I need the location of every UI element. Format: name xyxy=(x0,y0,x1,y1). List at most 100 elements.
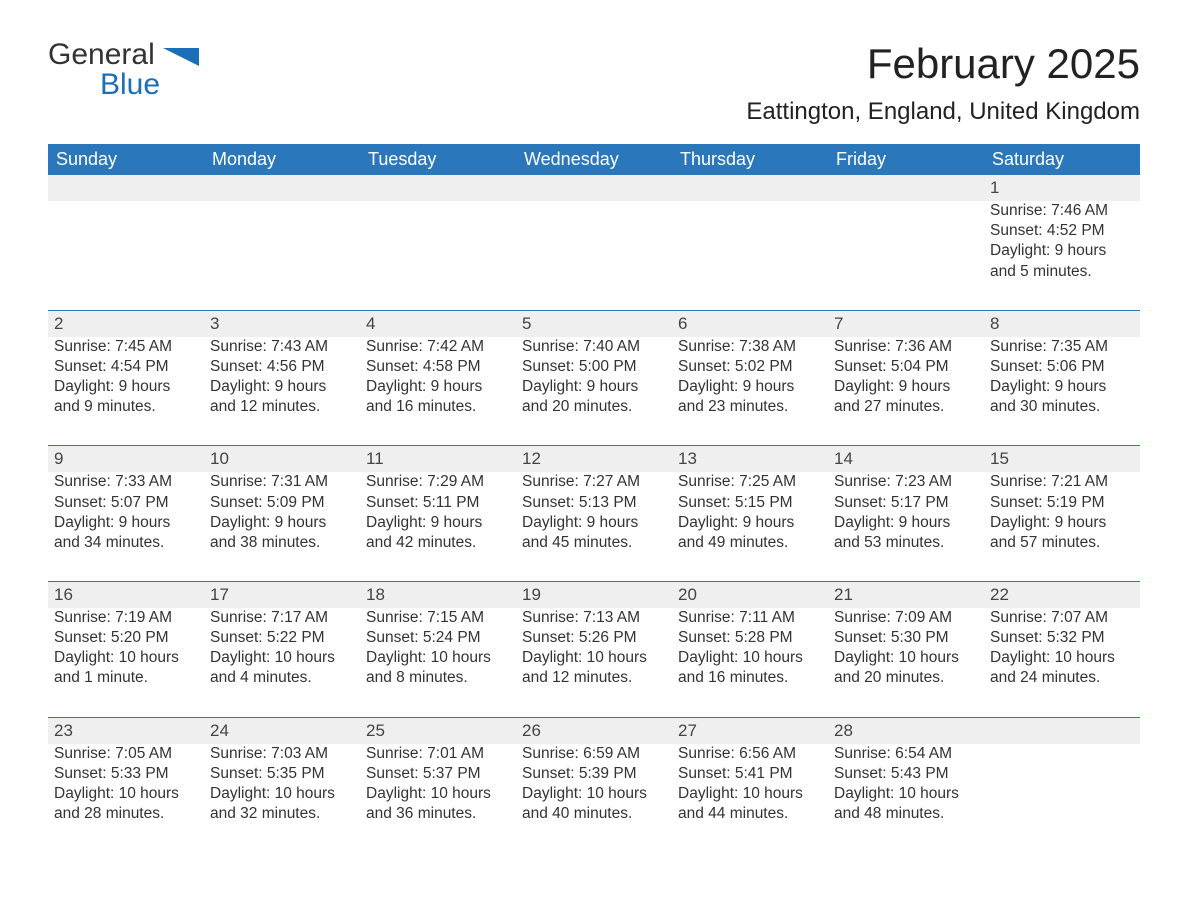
day-number-cell: 4 xyxy=(360,310,516,337)
sunset-text: Sunset: 5:32 PM xyxy=(990,628,1134,648)
weekday-header: Wednesday xyxy=(516,144,672,175)
day-number-cell xyxy=(828,175,984,201)
daylight-text: and 8 minutes. xyxy=(366,668,510,688)
day-number-cell: 20 xyxy=(672,581,828,608)
day-number-cell: 1 xyxy=(984,175,1140,201)
sunrise-text: Sunrise: 7:07 AM xyxy=(990,608,1134,628)
daylight-text: Daylight: 9 hours xyxy=(990,513,1134,533)
sunset-text: Sunset: 5:17 PM xyxy=(834,493,978,513)
sunset-text: Sunset: 5:19 PM xyxy=(990,493,1134,513)
day-content-cell: Sunrise: 7:17 AMSunset: 5:22 PMDaylight:… xyxy=(204,608,360,717)
sunset-text: Sunset: 5:33 PM xyxy=(54,764,198,784)
day-number: 4 xyxy=(366,314,375,333)
logo: General Blue xyxy=(48,40,199,100)
day-number-cell: 7 xyxy=(828,310,984,337)
day-number: 1 xyxy=(990,178,999,197)
day-content-cell: Sunrise: 7:40 AMSunset: 5:00 PMDaylight:… xyxy=(516,337,672,446)
day-content-cell: Sunrise: 7:27 AMSunset: 5:13 PMDaylight:… xyxy=(516,472,672,581)
day-content-cell xyxy=(48,201,204,310)
day-number-cell: 28 xyxy=(828,717,984,744)
day-number-cell xyxy=(672,175,828,201)
day-number: 14 xyxy=(834,449,853,468)
daylight-text: Daylight: 10 hours xyxy=(522,648,666,668)
sunrise-text: Sunrise: 7:27 AM xyxy=(522,472,666,492)
daylight-text: Daylight: 10 hours xyxy=(54,784,198,804)
daylight-text: Daylight: 10 hours xyxy=(522,784,666,804)
day-number-cell: 14 xyxy=(828,446,984,473)
calendar-table: SundayMondayTuesdayWednesdayThursdayFrid… xyxy=(48,144,1140,852)
sunrise-text: Sunrise: 7:01 AM xyxy=(366,744,510,764)
daylight-text: Daylight: 10 hours xyxy=(678,648,822,668)
logo-text: General Blue xyxy=(48,40,199,100)
month-title: February 2025 xyxy=(746,40,1140,88)
daylight-text: Daylight: 9 hours xyxy=(210,377,354,397)
sunset-text: Sunset: 5:43 PM xyxy=(834,764,978,784)
day-number-cell: 12 xyxy=(516,446,672,473)
day-number: 15 xyxy=(990,449,1009,468)
day-content-cell: Sunrise: 7:35 AMSunset: 5:06 PMDaylight:… xyxy=(984,337,1140,446)
day-content-cell: Sunrise: 7:13 AMSunset: 5:26 PMDaylight:… xyxy=(516,608,672,717)
sunrise-text: Sunrise: 7:38 AM xyxy=(678,337,822,357)
daynum-row: 1 xyxy=(48,175,1140,201)
day-number: 28 xyxy=(834,721,853,740)
daylight-text: and 5 minutes. xyxy=(990,262,1134,282)
day-content-cell: Sunrise: 7:33 AMSunset: 5:07 PMDaylight:… xyxy=(48,472,204,581)
daylight-text: and 57 minutes. xyxy=(990,533,1134,553)
daylight-text: Daylight: 9 hours xyxy=(210,513,354,533)
sunset-text: Sunset: 4:58 PM xyxy=(366,357,510,377)
sunset-text: Sunset: 4:56 PM xyxy=(210,357,354,377)
day-content-cell: Sunrise: 6:54 AMSunset: 5:43 PMDaylight:… xyxy=(828,744,984,853)
day-number: 11 xyxy=(366,449,384,468)
daylight-text: and 27 minutes. xyxy=(834,397,978,417)
day-number-cell: 11 xyxy=(360,446,516,473)
day-number-cell: 8 xyxy=(984,310,1140,337)
day-number-cell xyxy=(204,175,360,201)
day-number: 26 xyxy=(522,721,541,740)
sunset-text: Sunset: 5:30 PM xyxy=(834,628,978,648)
sunrise-text: Sunrise: 7:23 AM xyxy=(834,472,978,492)
daylight-text: Daylight: 9 hours xyxy=(522,377,666,397)
daylight-text: Daylight: 10 hours xyxy=(678,784,822,804)
sunset-text: Sunset: 5:00 PM xyxy=(522,357,666,377)
daylight-text: and 1 minute. xyxy=(54,668,198,688)
sunset-text: Sunset: 5:37 PM xyxy=(366,764,510,784)
day-content-cell: Sunrise: 7:19 AMSunset: 5:20 PMDaylight:… xyxy=(48,608,204,717)
day-number-cell: 26 xyxy=(516,717,672,744)
day-content-cell: Sunrise: 7:07 AMSunset: 5:32 PMDaylight:… xyxy=(984,608,1140,717)
day-number-cell: 21 xyxy=(828,581,984,608)
day-number: 24 xyxy=(210,721,229,740)
sunrise-text: Sunrise: 7:31 AM xyxy=(210,472,354,492)
day-number-cell: 15 xyxy=(984,446,1140,473)
daylight-text: and 20 minutes. xyxy=(522,397,666,417)
daylight-text: Daylight: 9 hours xyxy=(678,513,822,533)
day-number: 13 xyxy=(678,449,697,468)
sunset-text: Sunset: 5:41 PM xyxy=(678,764,822,784)
day-content-cell: Sunrise: 6:59 AMSunset: 5:39 PMDaylight:… xyxy=(516,744,672,853)
daylight-text: Daylight: 9 hours xyxy=(54,513,198,533)
day-number-cell xyxy=(984,717,1140,744)
daylight-text: Daylight: 10 hours xyxy=(210,648,354,668)
daylight-text: and 20 minutes. xyxy=(834,668,978,688)
daylight-text: and 16 minutes. xyxy=(366,397,510,417)
daylight-text: Daylight: 10 hours xyxy=(366,784,510,804)
day-number: 16 xyxy=(54,585,73,604)
sunset-text: Sunset: 5:11 PM xyxy=(366,493,510,513)
daylight-text: and 38 minutes. xyxy=(210,533,354,553)
sunset-text: Sunset: 4:54 PM xyxy=(54,357,198,377)
day-number-cell: 17 xyxy=(204,581,360,608)
daylight-text: and 30 minutes. xyxy=(990,397,1134,417)
day-number-cell: 25 xyxy=(360,717,516,744)
day-number: 7 xyxy=(834,314,843,333)
day-content-cell: Sunrise: 7:01 AMSunset: 5:37 PMDaylight:… xyxy=(360,744,516,853)
day-content-cell xyxy=(828,201,984,310)
daylight-text: and 45 minutes. xyxy=(522,533,666,553)
sunrise-text: Sunrise: 7:29 AM xyxy=(366,472,510,492)
daylight-text: and 9 minutes. xyxy=(54,397,198,417)
sunset-text: Sunset: 5:04 PM xyxy=(834,357,978,377)
sunrise-text: Sunrise: 7:33 AM xyxy=(54,472,198,492)
sunrise-text: Sunrise: 7:11 AM xyxy=(678,608,822,628)
daylight-text: Daylight: 9 hours xyxy=(522,513,666,533)
sunrise-text: Sunrise: 7:15 AM xyxy=(366,608,510,628)
daylight-text: Daylight: 9 hours xyxy=(366,377,510,397)
sunset-text: Sunset: 5:07 PM xyxy=(54,493,198,513)
